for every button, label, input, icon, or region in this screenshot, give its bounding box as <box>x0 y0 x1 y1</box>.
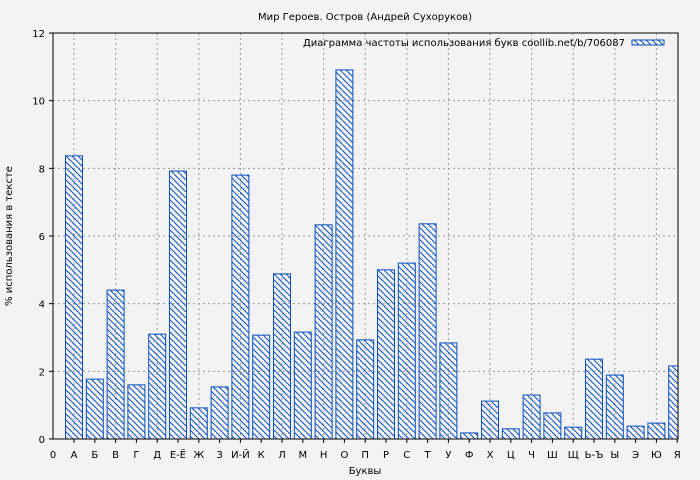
x-tick-label: Ц <box>507 450 515 461</box>
x-tick-label: Ш <box>547 450 558 461</box>
legend-label: Диаграмма частоты использования букв coo… <box>303 38 625 49</box>
x-tick-label: Щ <box>568 450 579 461</box>
bar-Ф <box>460 432 479 440</box>
x-tick-label: З <box>216 450 222 461</box>
bar-Ю <box>647 422 666 440</box>
x-tick-label: Ы <box>610 450 619 461</box>
bars <box>65 69 679 440</box>
bar-Ы <box>605 374 624 440</box>
y-axis: 0 2 4 6 8 10 12 <box>32 29 53 446</box>
x-tick-label: Г <box>133 450 139 461</box>
x-origin-label: 0 <box>50 450 56 461</box>
bar-В <box>106 289 125 440</box>
bar-Ж <box>189 407 208 440</box>
bar-О <box>335 69 354 440</box>
bar-Л <box>273 273 291 440</box>
x-tick-label: Х <box>487 450 494 461</box>
bar-Н <box>314 224 333 440</box>
x-tick-label: У <box>445 450 451 461</box>
x-tick-label: Ф <box>465 450 474 461</box>
x-tick-label: М <box>298 450 307 461</box>
x-tick-label: К <box>258 450 265 461</box>
x-tick-label: Д <box>153 450 161 461</box>
y-tick-label: 2 <box>39 367 45 378</box>
bar-П <box>356 339 375 440</box>
x-tick-label: Л <box>278 450 286 461</box>
bar-Щ <box>564 426 583 440</box>
y-axis-label: % использования в тексте <box>4 166 15 306</box>
x-tick-label: И-Й <box>231 448 250 461</box>
bar-К <box>252 334 271 440</box>
x-tick-label: А <box>71 450 78 461</box>
bar-А <box>65 155 83 440</box>
x-tick-label: Н <box>320 450 328 461</box>
y-tick-label: 6 <box>39 232 45 243</box>
x-tick-label: Я <box>674 450 681 461</box>
x-tick-label: Е-Ё <box>170 448 186 461</box>
y-tick-label: 8 <box>39 164 45 175</box>
x-tick-label: Ю <box>651 450 662 461</box>
bar-Э <box>626 425 645 440</box>
y-tick-label: 0 <box>39 435 45 446</box>
x-axis: 0 А Б В Г Д Е-Ё Ж З И-Й К Л М Н О П Р С Т У Ф Х Ц Ч Ш Щ Ь-Ъ Ы Э Ю Я <box>50 439 681 461</box>
x-tick-label: Ь-Ъ <box>585 450 604 461</box>
x-tick-label: Б <box>91 450 98 461</box>
bar-З <box>210 386 229 440</box>
bar-М <box>293 331 312 440</box>
x-tick-label: С <box>403 450 410 461</box>
bar-Е-Ё <box>169 170 187 440</box>
bar-У <box>439 342 458 440</box>
bar-Д <box>148 333 167 440</box>
legend-swatch <box>631 39 665 46</box>
y-tick-label: 4 <box>39 300 45 311</box>
x-axis-label: Буквы <box>349 466 382 477</box>
x-tick-label: Э <box>632 450 639 461</box>
bar-Б <box>85 378 104 440</box>
chart-title: Мир Героев. Остров (Андрей Сухоруков) <box>258 12 472 23</box>
x-tick-label: П <box>361 450 369 461</box>
bar-И-Й <box>231 174 250 440</box>
bar-Ш <box>543 412 562 440</box>
bar-Ь-Ъ <box>585 358 603 440</box>
x-tick-label: В <box>112 450 119 461</box>
bar-С <box>397 262 416 440</box>
bar-Р <box>377 269 395 440</box>
x-tick-label: Т <box>424 450 432 461</box>
x-tick-label: О <box>340 450 348 461</box>
y-tick-label: 12 <box>32 29 45 40</box>
bar-Т <box>418 223 437 440</box>
grid <box>53 33 678 439</box>
bar-Ц <box>501 428 520 440</box>
x-tick-label: Ч <box>528 450 535 461</box>
bar-Х <box>481 400 499 440</box>
bar-Я <box>668 365 679 440</box>
bar-Г <box>127 384 146 440</box>
bar-Ч <box>522 394 541 440</box>
y-tick-label: 10 <box>32 97 45 108</box>
x-tick-label: Ж <box>193 450 204 461</box>
legend: Диаграмма частоты использования букв coo… <box>303 38 665 49</box>
x-tick-label: Р <box>383 450 389 461</box>
